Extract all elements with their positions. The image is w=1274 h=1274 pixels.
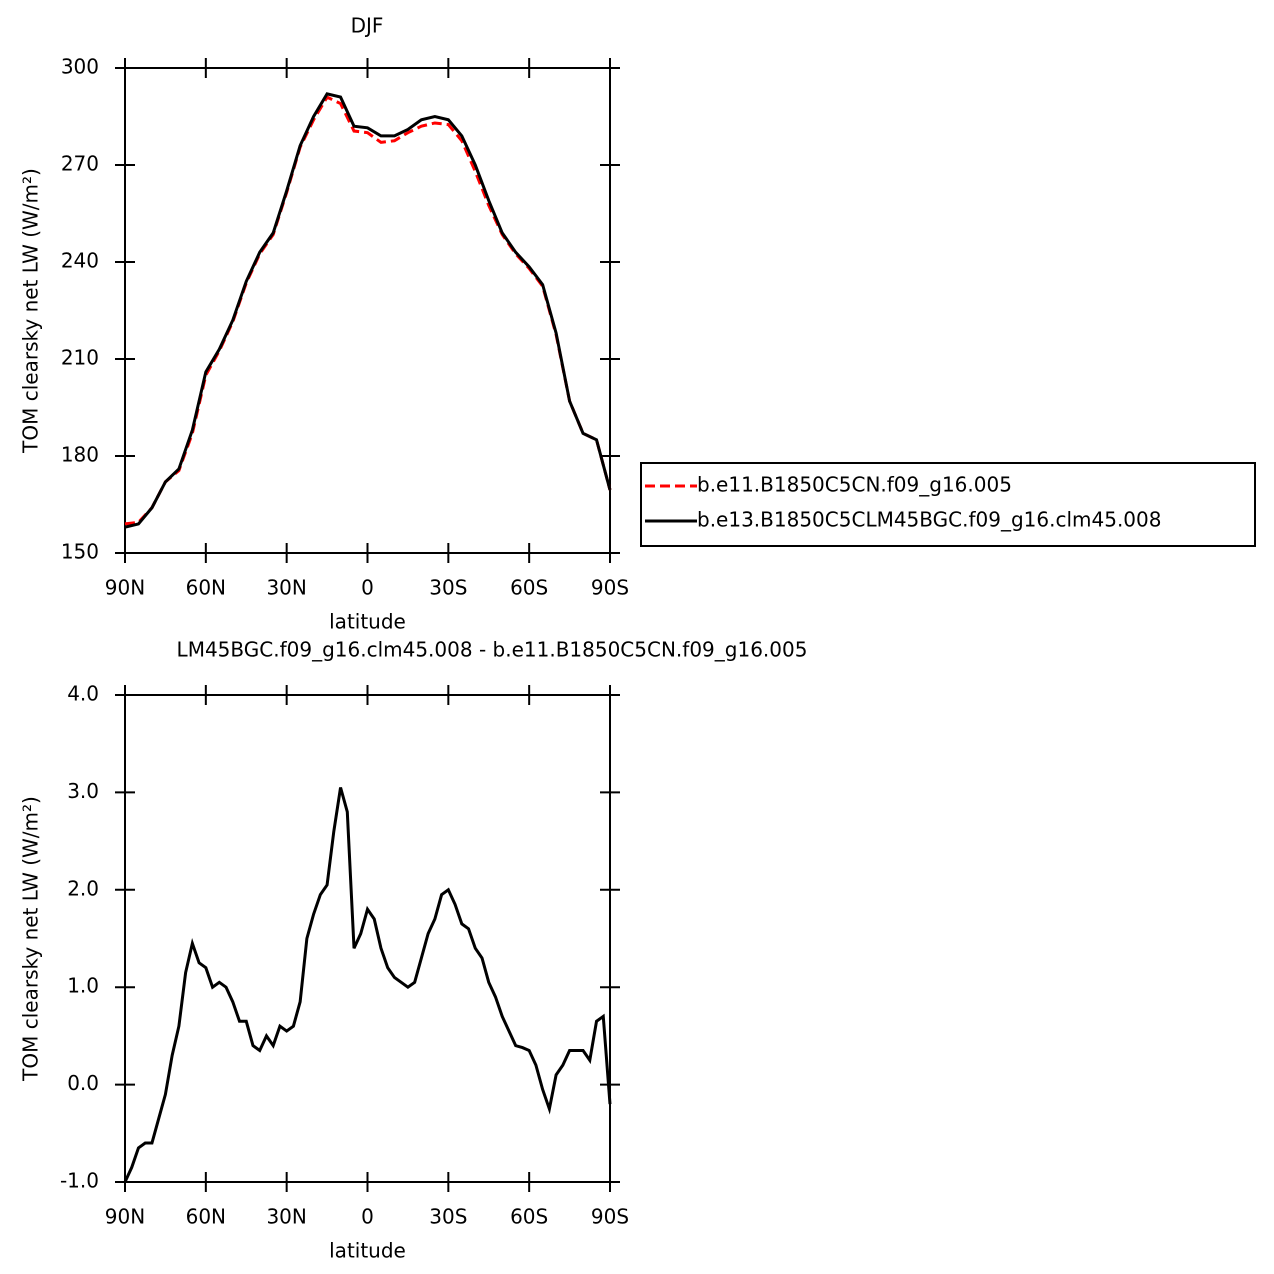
legend-label: b.e11.B1850C5CN.f09_g16.005 [697,473,1012,497]
x-tick-label: 30S [429,576,467,600]
y-axis-label: TOM clearsky net LW (W/m²) [19,796,43,1082]
chart-title: LM45BGC.f09_g16.clm45.008 - b.e11.B1850C… [177,638,808,662]
plot-frame [124,694,611,1183]
x-tick-label: 0 [361,576,374,600]
x-tick-label: 90N [105,576,145,600]
y-tick-label: 0.0 [67,1071,99,1095]
chart-title: DJF [351,14,384,38]
x-axis-label: latitude [329,1239,406,1263]
x-tick-label: 0 [361,1205,374,1229]
x-tick-label: 30S [429,1205,467,1229]
x-axis-label: latitude [329,610,406,634]
y-tick-label: 1.0 [67,974,99,998]
y-tick-label: 4.0 [67,682,99,706]
x-tick-label: 90S [591,1205,629,1229]
y-tick-label: 300 [61,55,99,79]
y-tick-label: 180 [61,443,99,467]
data-line [123,787,612,1183]
plot-frame [124,67,611,554]
y-tick-label: -1.0 [60,1169,99,1193]
x-tick-label: 30N [266,576,306,600]
data-line [124,92,612,529]
legend-label: b.e13.B1850C5CLM45BGC.f09_g16.clm45.008 [697,508,1161,532]
x-tick-label: 60N [186,1205,226,1229]
data-line [124,95,612,526]
y-tick-label: 2.0 [67,876,99,900]
y-tick-label: 150 [61,540,99,564]
x-tick-label: 30N [266,1205,306,1229]
x-tick-label: 60S [510,576,548,600]
legend-box [640,462,1256,547]
y-tick-label: 240 [61,249,99,273]
y-tick-label: 3.0 [67,779,99,803]
y-tick-label: 210 [61,346,99,370]
x-tick-label: 60N [186,576,226,600]
x-tick-label: 60S [510,1205,548,1229]
x-tick-label: 90S [591,576,629,600]
x-tick-label: 90N [105,1205,145,1229]
y-tick-label: 270 [61,152,99,176]
y-axis-label: TOM clearsky net LW (W/m²) [19,168,43,454]
